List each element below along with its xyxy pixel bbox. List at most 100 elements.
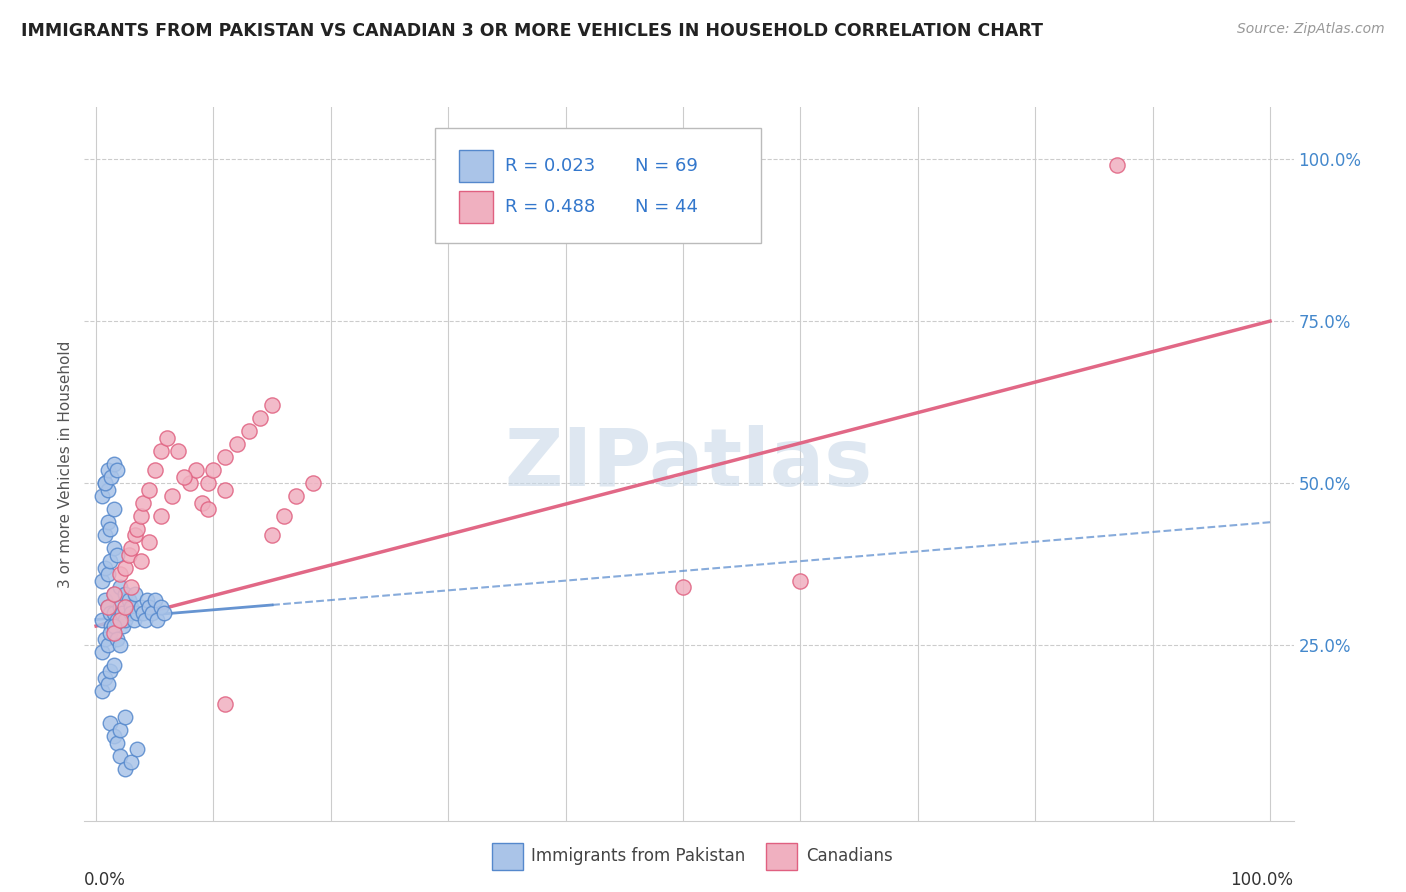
- Text: 100.0%: 100.0%: [1230, 871, 1294, 888]
- Point: [214, 450, 236, 465]
- Text: Immigrants from Pakistan: Immigrants from Pakistan: [531, 847, 745, 865]
- Point: [91, 645, 114, 659]
- Point: [132, 496, 155, 510]
- Point: [202, 463, 225, 477]
- Point: [103, 457, 125, 471]
- Point: [179, 476, 201, 491]
- Point: [226, 437, 249, 451]
- Point: [103, 606, 125, 620]
- Point: [214, 697, 236, 711]
- Point: [97, 599, 120, 614]
- Point: [94, 476, 117, 491]
- Point: [124, 586, 146, 600]
- Point: [162, 489, 184, 503]
- Point: [97, 463, 120, 477]
- Text: ZIPatlas: ZIPatlas: [505, 425, 873, 503]
- Point: [98, 665, 121, 679]
- Point: [138, 599, 160, 614]
- Point: [108, 580, 131, 594]
- Point: [134, 613, 156, 627]
- Point: [167, 443, 190, 458]
- Point: [98, 625, 121, 640]
- Point: [262, 528, 284, 542]
- Point: [108, 599, 131, 614]
- Point: [153, 606, 176, 620]
- Point: [149, 599, 172, 614]
- Point: [141, 606, 163, 620]
- Point: [197, 476, 219, 491]
- Point: [91, 613, 114, 627]
- Point: [105, 613, 128, 627]
- Point: [143, 593, 166, 607]
- Point: [103, 619, 125, 633]
- Point: [214, 483, 236, 497]
- Point: [108, 567, 131, 582]
- Point: [108, 748, 131, 763]
- Text: N = 69: N = 69: [634, 157, 697, 175]
- Point: [94, 671, 117, 685]
- Point: [108, 613, 131, 627]
- Point: [103, 657, 125, 672]
- Point: [114, 599, 136, 614]
- Point: [129, 599, 152, 614]
- Point: [262, 399, 284, 413]
- Point: [105, 548, 128, 562]
- Point: [120, 599, 142, 614]
- Point: [118, 593, 141, 607]
- Point: [249, 411, 271, 425]
- Point: [103, 729, 125, 743]
- Text: R = 0.488: R = 0.488: [505, 198, 595, 216]
- Point: [114, 613, 136, 627]
- Point: [197, 502, 219, 516]
- FancyBboxPatch shape: [434, 128, 762, 243]
- Y-axis label: 3 or more Vehicles in Household: 3 or more Vehicles in Household: [58, 340, 73, 588]
- Point: [789, 574, 811, 588]
- Point: [149, 443, 172, 458]
- Point: [114, 762, 136, 776]
- Point: [91, 684, 114, 698]
- Point: [129, 554, 152, 568]
- Point: [146, 613, 169, 627]
- Text: 0.0%: 0.0%: [84, 871, 127, 888]
- Point: [184, 463, 207, 477]
- Point: [238, 425, 260, 439]
- Point: [127, 606, 149, 620]
- Point: [118, 548, 141, 562]
- Point: [111, 606, 134, 620]
- Point: [103, 625, 125, 640]
- Point: [94, 476, 117, 491]
- Point: [103, 502, 125, 516]
- Point: [105, 736, 128, 750]
- Text: Source: ZipAtlas.com: Source: ZipAtlas.com: [1237, 22, 1385, 37]
- Point: [98, 716, 121, 731]
- Point: [97, 599, 120, 614]
- Point: [114, 710, 136, 724]
- Point: [97, 483, 120, 497]
- Point: [98, 554, 121, 568]
- Point: [103, 541, 125, 556]
- Point: [190, 496, 212, 510]
- Point: [97, 639, 120, 653]
- Point: [120, 606, 142, 620]
- Text: N = 44: N = 44: [634, 198, 697, 216]
- Point: [94, 632, 117, 646]
- Text: R = 0.023: R = 0.023: [505, 157, 595, 175]
- Point: [120, 580, 142, 594]
- Point: [94, 560, 117, 574]
- Point: [105, 463, 128, 477]
- Point: [127, 742, 149, 756]
- Text: Canadians: Canadians: [806, 847, 893, 865]
- Bar: [460, 150, 494, 182]
- Point: [94, 593, 117, 607]
- Point: [173, 470, 195, 484]
- Bar: [460, 191, 494, 223]
- Point: [127, 522, 149, 536]
- Point: [120, 756, 142, 770]
- Point: [94, 528, 117, 542]
- Point: [108, 639, 131, 653]
- Point: [105, 632, 128, 646]
- Point: [129, 508, 152, 523]
- Point: [149, 508, 172, 523]
- Point: [1107, 158, 1129, 172]
- Point: [114, 560, 136, 574]
